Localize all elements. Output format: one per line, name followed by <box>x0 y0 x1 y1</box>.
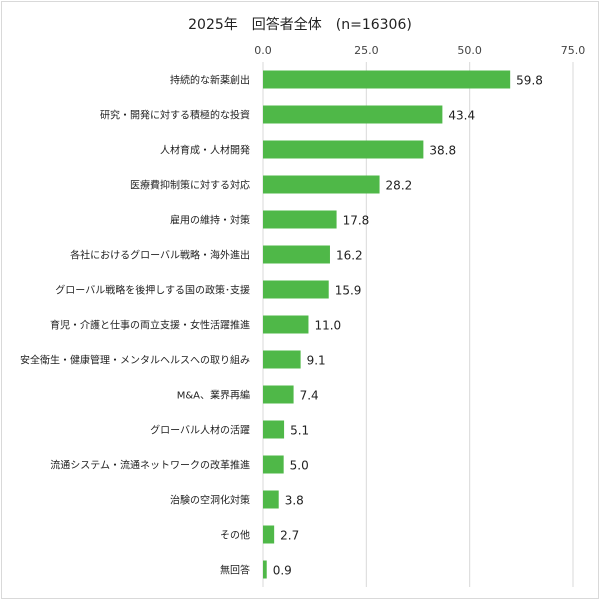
bar <box>263 245 330 264</box>
category-label: グローバル人材の活躍 <box>150 424 250 437</box>
category-label: 各社におけるグローバル戦略・海外進出 <box>70 249 250 262</box>
category-label: 医療費抑制策に対する対応 <box>130 179 250 192</box>
bar <box>263 350 301 369</box>
bar <box>263 385 294 404</box>
data-label: 38.8 <box>429 144 456 158</box>
data-label: 16.2 <box>336 249 363 263</box>
data-label: 17.8 <box>343 214 370 228</box>
bar <box>263 455 284 474</box>
bars <box>263 70 511 579</box>
data-label: 28.2 <box>386 179 413 193</box>
data-label: 9.1 <box>307 354 326 368</box>
data-label: 5.0 <box>290 459 309 473</box>
category-label: 無回答 <box>220 564 250 577</box>
data-label: 0.9 <box>273 564 292 578</box>
bar <box>263 315 309 334</box>
category-label: 人材育成・人材開発 <box>160 144 250 157</box>
category-label: M&A、業界再編 <box>177 389 250 402</box>
category-labels: 持続的な新薬創出研究・開発に対する積極的な投資人材育成・人材開発医療費抑制策に対… <box>20 74 250 577</box>
bar <box>263 210 337 229</box>
data-label: 15.9 <box>335 284 362 298</box>
bar <box>263 560 267 579</box>
chart-title: 2025年 回答者全体 (n=16306) <box>188 16 412 33</box>
category-label: 流通システム・流通ネットワークの改革推進 <box>50 459 250 472</box>
bar <box>263 140 424 159</box>
bar <box>263 70 511 89</box>
x-axis-ticks: 0.0 25.0 50.0 75.0 <box>254 44 585 57</box>
data-label: 3.8 <box>285 494 304 508</box>
x-tick-label: 25.0 <box>354 44 379 57</box>
bar <box>263 525 275 544</box>
category-label: 研究・開発に対する積極的な投資 <box>100 109 250 122</box>
data-label: 43.4 <box>448 109 475 123</box>
bar <box>263 490 279 509</box>
x-tick-label: 75.0 <box>561 44 586 57</box>
data-label: 7.4 <box>300 389 319 403</box>
category-label: グローバル戦略を後押しする国の政策･支援 <box>55 284 250 297</box>
data-label: 59.8 <box>516 74 543 88</box>
category-label: 育児・介護と仕事の両立支援・女性活躍推進 <box>50 319 250 332</box>
data-label: 5.1 <box>290 424 309 438</box>
category-label: 持続的な新薬創出 <box>170 74 250 87</box>
data-labels: 59.8 43.4 38.8 28.2 17.8 16.2 15.9 11.0 9.1 7.4 5.… <box>273 74 543 578</box>
category-label: 治験の空洞化対策 <box>170 494 250 507</box>
bar <box>263 280 329 299</box>
data-label: 2.7 <box>280 529 299 543</box>
category-label: 雇用の維持・対策 <box>170 214 250 227</box>
x-tick-label: 50.0 <box>457 44 482 57</box>
bar <box>263 105 443 124</box>
category-label: その他 <box>220 529 250 542</box>
data-label: 11.0 <box>314 319 341 333</box>
category-label: 安全衛生・健康管理・メンタルヘルスへの取り組み <box>20 354 250 367</box>
bar <box>263 175 380 194</box>
x-tick-label: 0.0 <box>254 44 272 57</box>
bar <box>263 420 285 439</box>
